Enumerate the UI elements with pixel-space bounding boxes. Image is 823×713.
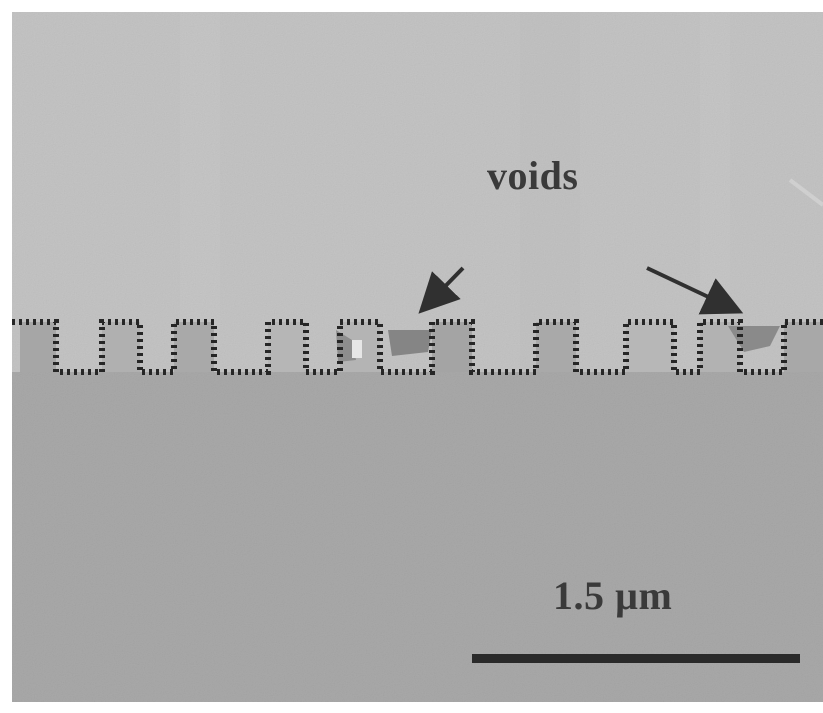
substrate-layer	[12, 372, 823, 702]
bright-artifact	[352, 340, 362, 358]
void-arrow-right	[646, 266, 744, 315]
void-arrow-left	[418, 266, 465, 314]
void-3	[728, 326, 780, 352]
voids-label: voids	[487, 153, 579, 198]
scale-bar	[472, 654, 800, 663]
trench-array	[20, 322, 823, 372]
scale-bar-label: 1.5 µm	[553, 573, 673, 618]
void-2	[388, 330, 432, 356]
